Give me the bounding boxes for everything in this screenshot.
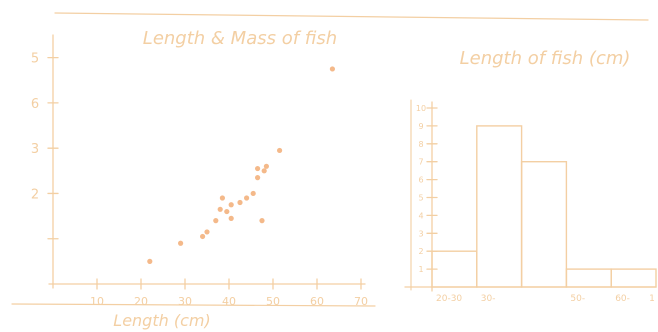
histogram-x-edge-label: 1 [649,294,655,304]
scatter-y-tick-label: 5 [31,52,39,67]
scatter-y-tick-label: 2 [31,187,39,202]
scatter-point [213,218,219,224]
histogram-y-tick-label: 9 [418,122,423,131]
histogram-x-labels: 20-30 30- 50- 60- 1 [436,294,655,304]
scatter-point [329,66,335,72]
scatter-x-axis-label: Length (cm) [113,311,210,330]
histogram-y-tick-label: 2 [418,247,423,256]
scatter-x-tick-label: 20 [134,295,148,308]
scatter-point [217,206,223,212]
histogram-y-tick-label: 8 [418,140,423,149]
scatter-point [261,168,267,174]
histogram-bar [520,160,568,288]
scatter-point [147,258,153,264]
scatter-x-tick-label: 40 [222,295,236,308]
scatter-point [204,229,210,235]
scatter-point [244,195,250,201]
scatter-point [228,215,234,221]
scatter-point [178,240,184,246]
histogram-bar [565,268,612,288]
scatter-points [147,66,335,264]
histogram-bar [431,250,478,288]
histogram-title: Length of fish (cm) [460,48,631,69]
histogram-x-tick-label: 20-30 [436,294,462,304]
scatter-y-ticks: 2 3 6 5 [31,52,59,240]
histogram-chart: Length of fish (cm) 1 2 3 4 5 6 7 8 9 10 20-30 30-… [404,48,657,304]
scatter-chart: Length & Mass of fish 2 3 6 5 10 20 30 40 50 60 7… [31,28,368,330]
histogram-bars [431,125,657,288]
scatter-axes [48,34,366,289]
scatter-point [237,199,243,206]
scatter-point [277,147,283,154]
scatter-x-ticks: 10 20 30 40 50 60 70 [90,278,368,308]
scatter-point [224,208,230,215]
histogram-bar [476,125,523,288]
histogram-x-tick-label: 50- [570,294,585,304]
histogram-axes [404,99,657,292]
scatter-point [228,202,234,208]
scatter-point [250,190,256,197]
top-frame-line [54,12,649,21]
scatter-point [255,165,261,172]
scatter-point [200,233,206,240]
frame-lines [11,12,649,307]
scatter-point [255,175,261,181]
histogram-y-tick-label: 3 [418,229,423,238]
histogram-y-ticks: 1 2 3 4 5 6 7 8 9 10 [416,104,438,274]
histogram-x-tick-label: 60- [615,294,630,304]
bottom-frame-line [11,303,376,307]
scatter-x-tick-label: 10 [90,295,104,308]
histogram-y-tick-label: 4 [418,211,423,220]
histogram-x-tick-label: 30- [481,294,496,304]
scatter-x-tick-label: 30 [178,295,192,308]
scatter-point [219,195,225,201]
histogram-y-tick-label: 6 [418,176,423,185]
scatter-y-tick-label: 3 [31,142,39,157]
histogram-y-tick-label: 7 [418,158,423,167]
histogram-y-tick-label: 5 [418,194,423,203]
histogram-bar [610,268,657,288]
scatter-y-tick-label: 6 [31,97,39,112]
scatter-x-tick-label: 60 [310,295,324,308]
scatter-point [259,218,265,224]
scatter-x-tick-label: 50 [266,295,280,308]
scatter-x-tick-label: 70 [354,295,368,308]
scatter-point [263,163,269,169]
histogram-y-tick-label: 1 [418,265,423,274]
histogram-y-tick-label: 10 [416,104,426,113]
scatter-title: Length & Mass of fish [143,28,337,49]
